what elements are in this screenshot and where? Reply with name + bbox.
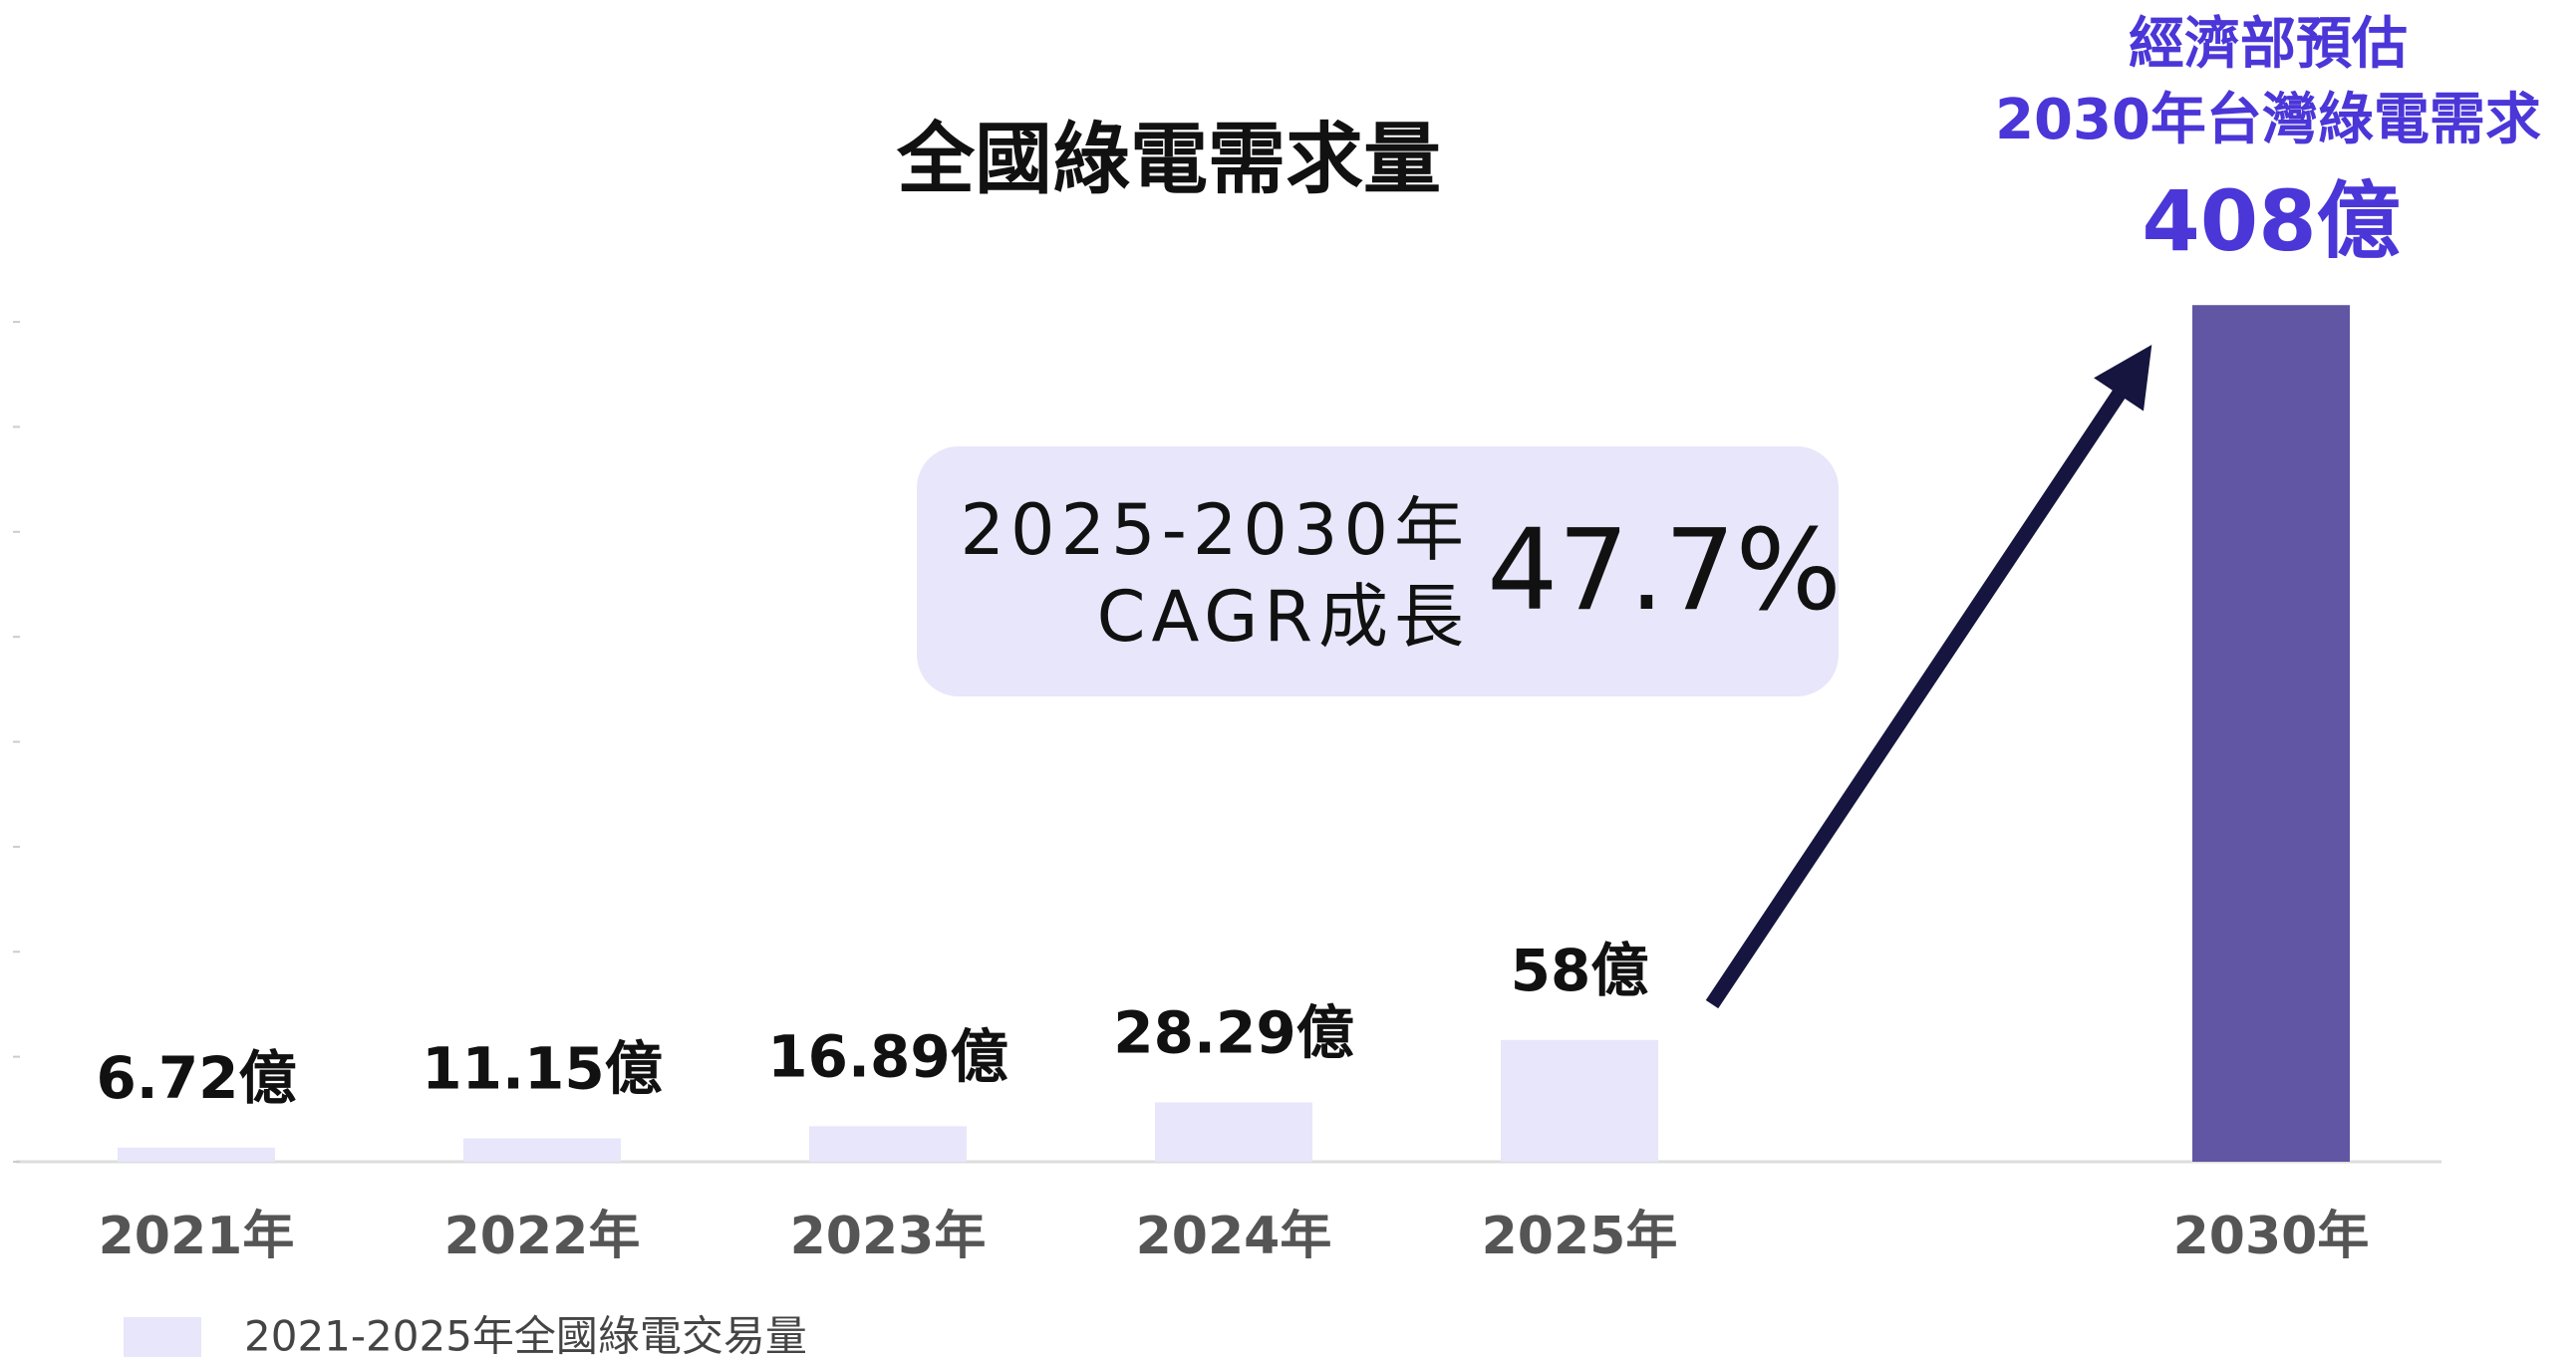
bar xyxy=(1155,1102,1312,1162)
x-tick-label: 2021年 xyxy=(99,1207,295,1266)
value-label: 408億 xyxy=(2142,172,2400,270)
bar xyxy=(1501,1039,1658,1162)
cagr-label: 2025-2030年 xyxy=(960,489,1470,571)
bar xyxy=(809,1126,967,1162)
x-tick-label: 2022年 xyxy=(444,1207,641,1266)
value-label: 28.29億 xyxy=(1113,998,1353,1066)
trend-arrow xyxy=(1705,345,2152,1009)
forecast-note: 經濟部預估 xyxy=(2129,12,2408,77)
value-label: 58億 xyxy=(1511,937,1649,1004)
value-label: 11.15億 xyxy=(422,1035,662,1103)
x-tick-label: 2024年 xyxy=(1136,1207,1332,1266)
bar xyxy=(463,1138,621,1162)
value-label: 16.89億 xyxy=(767,1023,1007,1091)
bar xyxy=(118,1147,275,1162)
value-label: 6.72億 xyxy=(96,1044,296,1112)
forecast-note: 2030年台灣綠電需求 xyxy=(1995,88,2541,152)
legend-swatch xyxy=(124,1317,201,1357)
legend-label: 2021-2025年全國綠電交易量 xyxy=(244,1312,807,1360)
bar xyxy=(2192,305,2350,1163)
x-tick-label: 2030年 xyxy=(2173,1207,2370,1266)
cagr-value: 47.7% xyxy=(1487,506,1842,636)
chart-title: 全國綠電需求量 xyxy=(896,115,1441,204)
x-tick-label: 2025年 xyxy=(1482,1207,1678,1266)
cagr-box xyxy=(917,446,1839,696)
cagr-label: CAGR成長 xyxy=(1097,576,1470,658)
x-tick-label: 2023年 xyxy=(790,1207,987,1266)
